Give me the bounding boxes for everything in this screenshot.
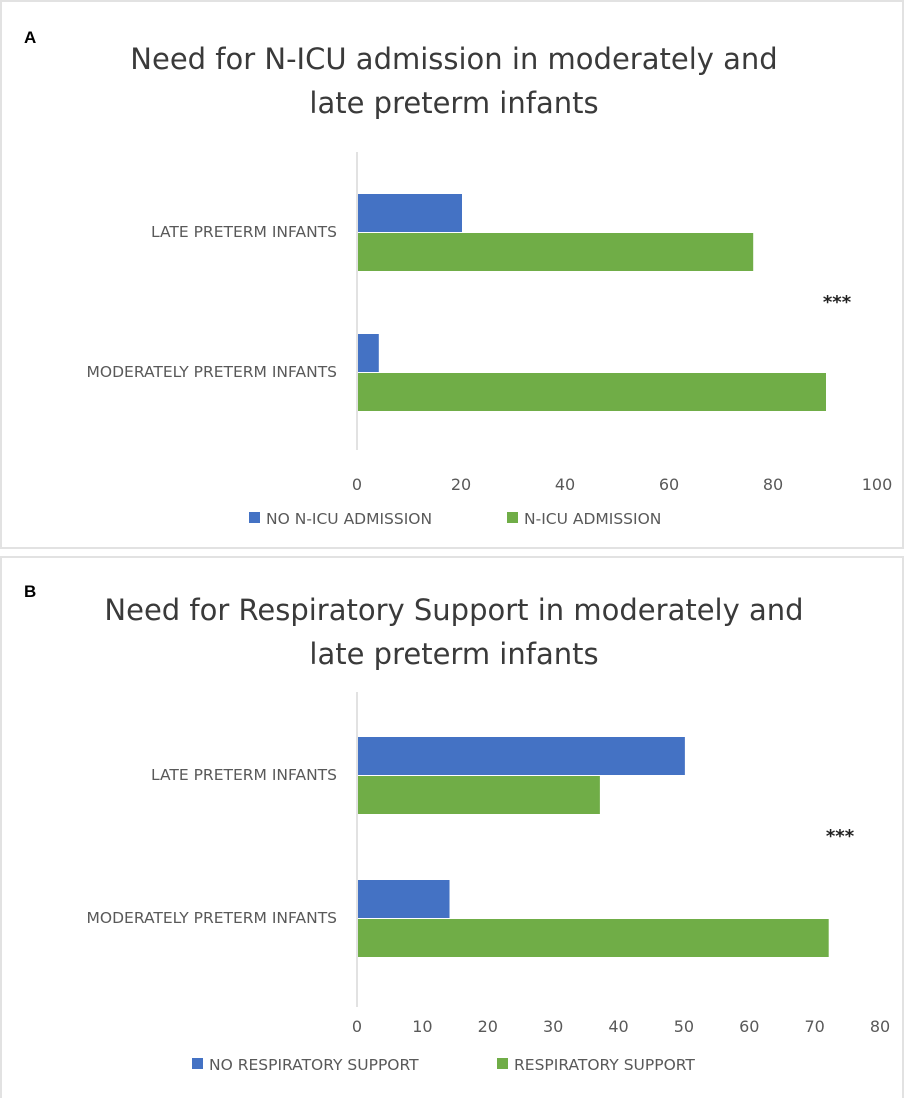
chart-title-line-2: late preterm infants	[309, 637, 599, 671]
x-tick-label: 70	[804, 1017, 824, 1036]
legend-swatch	[249, 512, 260, 523]
chart-title: Need for N-ICU admission in moderately a…	[2, 37, 904, 125]
panel-label: A	[24, 28, 37, 47]
legend-swatch	[497, 1058, 508, 1069]
x-tick-label: 20	[451, 475, 471, 494]
chart-a-plot: LATE PRETERM INFANTS MODERATELY PRETERM I…	[87, 152, 893, 528]
chart-title-line-2: late preterm infants	[309, 86, 599, 120]
bar-series1-cat0	[358, 233, 754, 271]
x-tick-label: 80	[763, 475, 783, 494]
bar-series1-cat1	[358, 373, 826, 411]
x-tick-label: 50	[674, 1017, 694, 1036]
significance-marker: ***	[826, 826, 855, 847]
chart-title-line-1: Need for Respiratory Support in moderate…	[104, 593, 804, 627]
legend-label: RESPIRATORY SUPPORT	[514, 1056, 695, 1074]
category-label: MODERATELY PRETERM INFANTS	[87, 909, 337, 927]
category-label: MODERATELY PRETERM INFANTS	[87, 363, 337, 381]
x-tick-label: 30	[543, 1017, 563, 1036]
chart-title: Need for Respiratory Support in moderate…	[2, 588, 904, 676]
panel-label: B	[24, 582, 37, 601]
bar-series1-cat1	[358, 919, 829, 957]
x-tick-label: 100	[862, 475, 893, 494]
bar-series1-cat0	[358, 776, 600, 814]
bar-no-series0-cat0	[358, 737, 685, 775]
category-label: LATE PRETERM INFANTS	[151, 766, 337, 784]
legend-label: N-ICU ADMISSION	[524, 510, 661, 528]
bar-no-series0-cat0	[358, 194, 462, 232]
x-tick-label: 0	[352, 475, 362, 494]
x-tick-label: 60	[739, 1017, 759, 1036]
legend-label: NO N-ICU ADMISSION	[266, 510, 432, 528]
significance-marker: ***	[823, 292, 852, 313]
x-tick-label: 10	[412, 1017, 432, 1036]
chart-b-plot: LATE PRETERM INFANTS MODERATELY PRETERM I…	[87, 692, 890, 1074]
x-tick-label: 80	[870, 1017, 890, 1036]
x-tick-label: 40	[555, 475, 575, 494]
category-label: LATE PRETERM INFANTS	[151, 223, 337, 241]
x-tick-label: 40	[608, 1017, 628, 1036]
chart-title-line-1: Need for N-ICU admission in moderately a…	[130, 42, 778, 76]
legend-label: NO RESPIRATORY SUPPORT	[209, 1056, 419, 1074]
x-tick-label: 0	[352, 1017, 362, 1036]
x-tick-label: 20	[478, 1017, 498, 1036]
legend-swatch	[507, 512, 518, 523]
x-tick-label: 60	[659, 475, 679, 494]
legend-swatch	[192, 1058, 203, 1069]
bar-no-series0-cat1	[358, 880, 450, 918]
chart-panel-a: A Need for N-ICU admission in moderately…	[0, 0, 904, 549]
bar-no-series0-cat1	[358, 334, 379, 372]
chart-panel-b: B Need for Respiratory Support in modera…	[0, 556, 904, 1098]
